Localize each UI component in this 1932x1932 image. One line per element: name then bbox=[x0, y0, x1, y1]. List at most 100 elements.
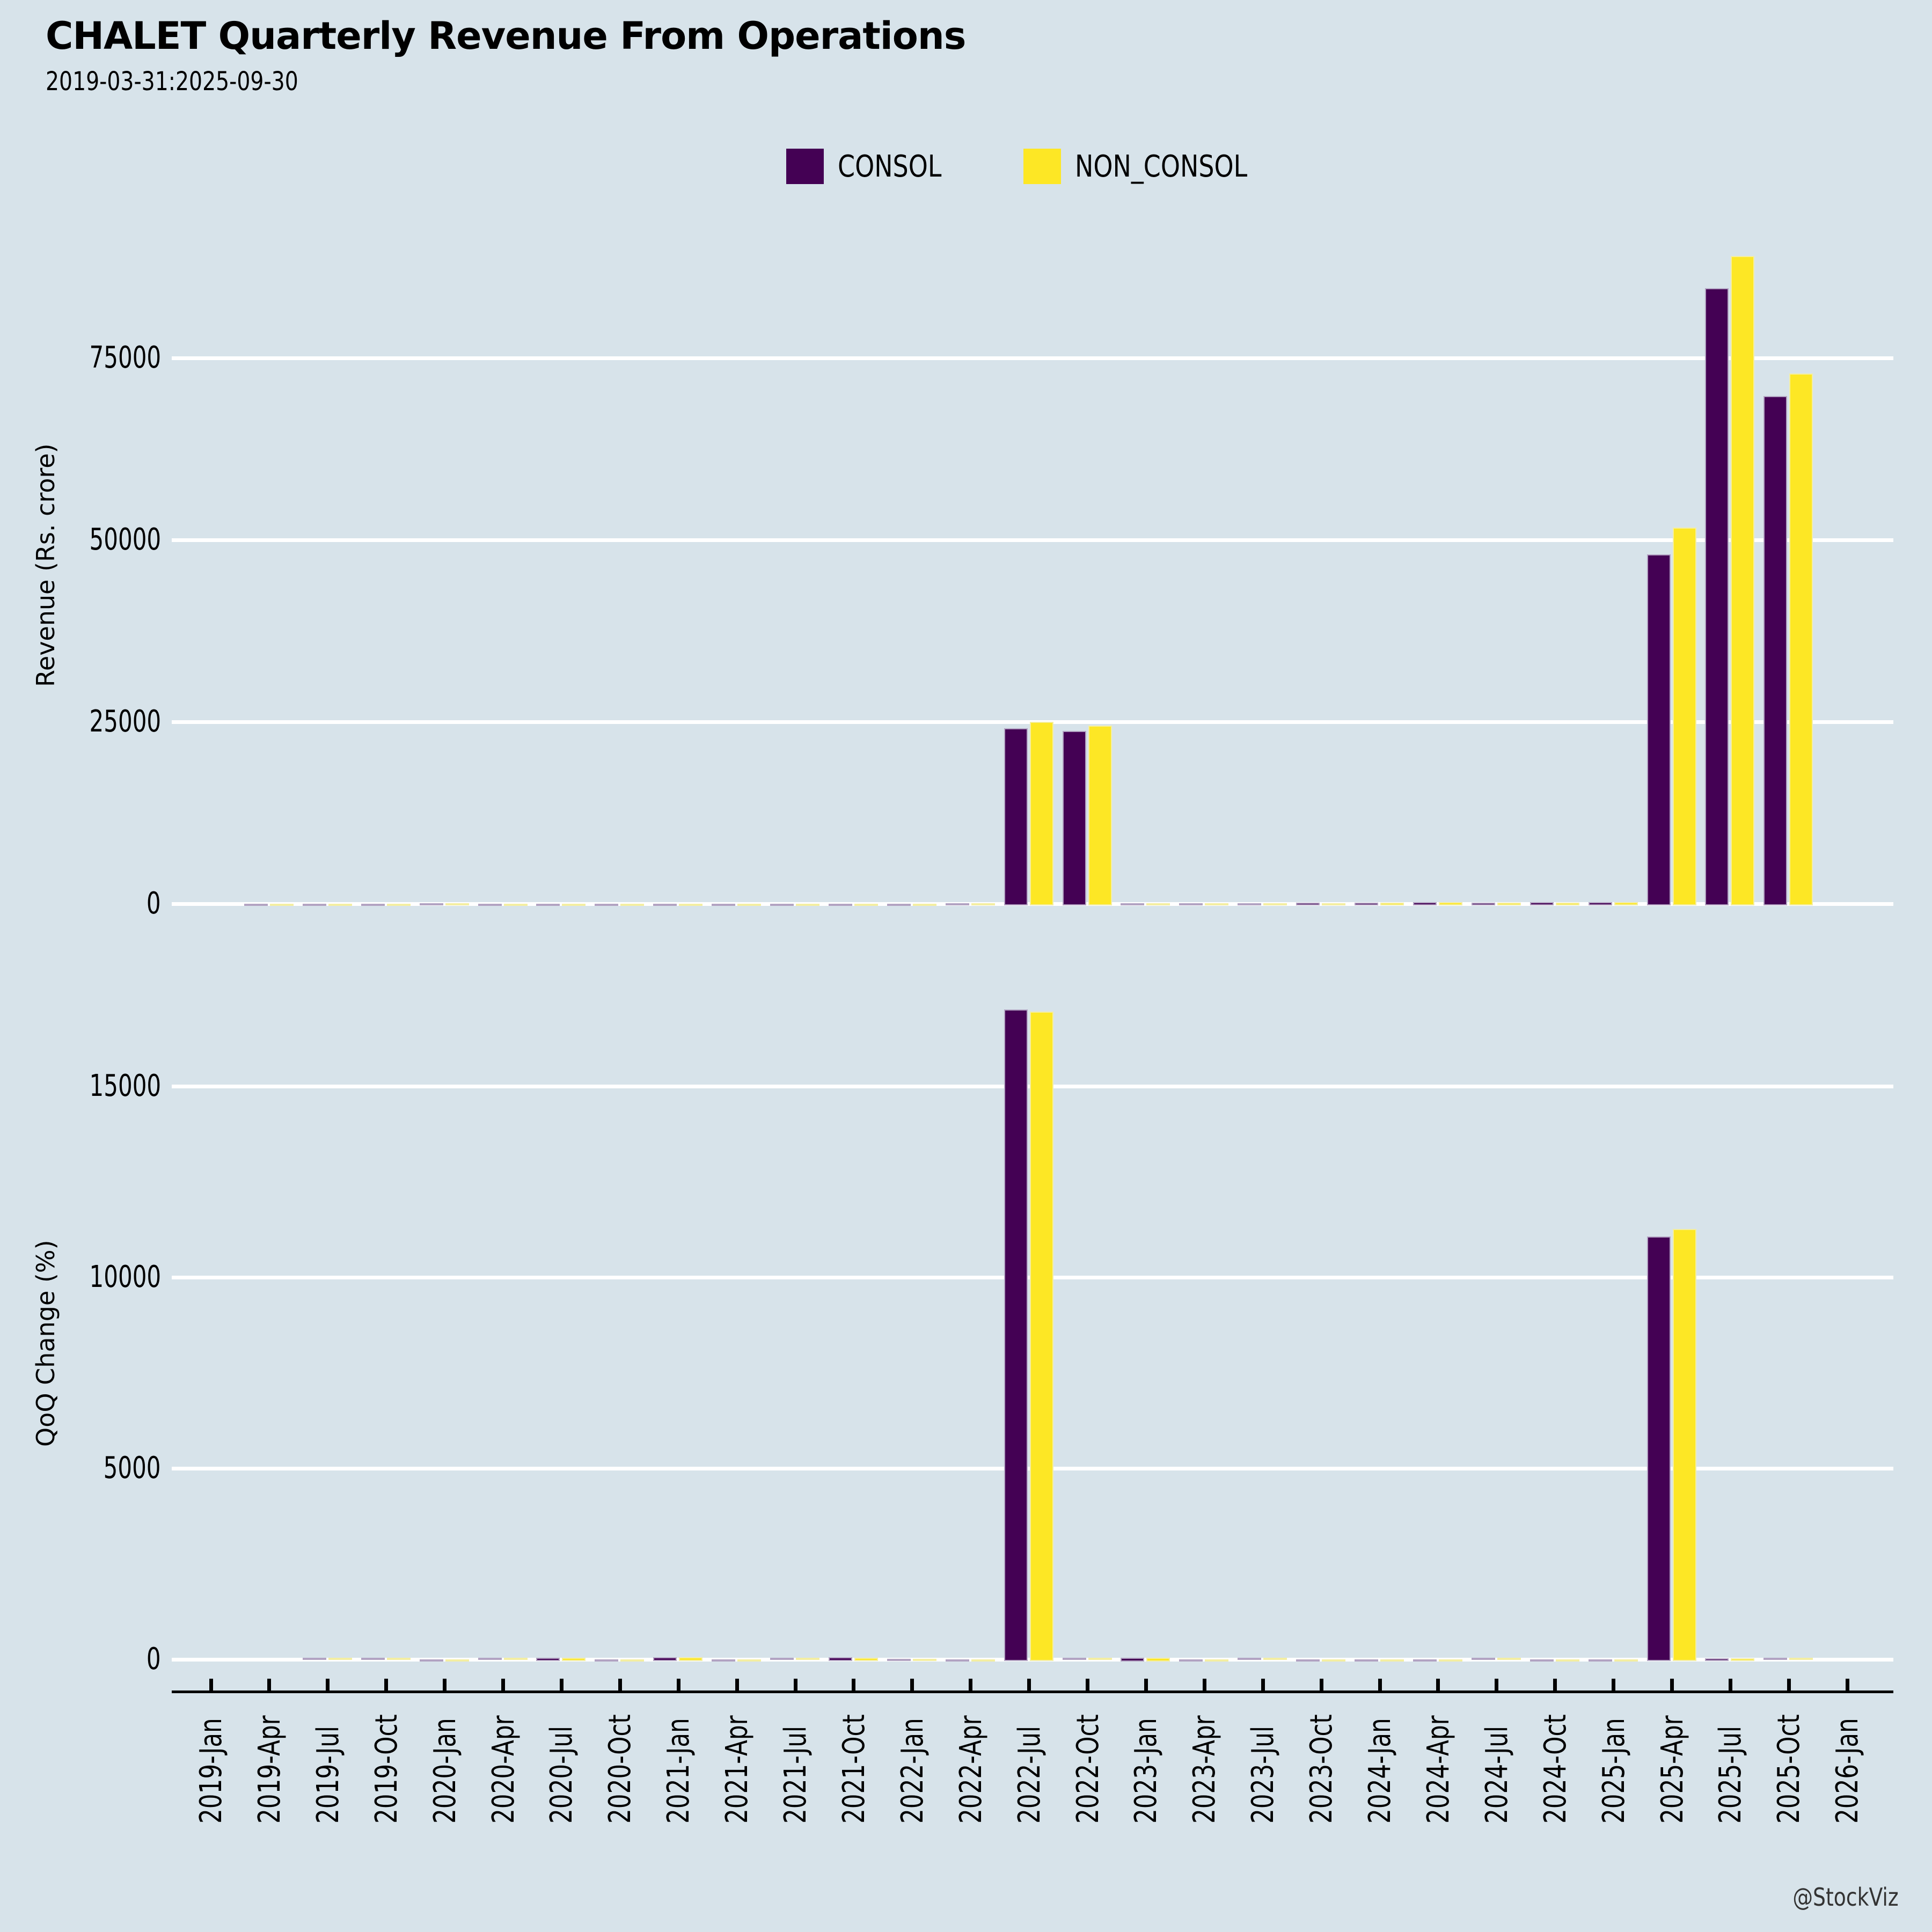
bar-qoq-non-consol-2025-09-30 bbox=[1789, 1658, 1813, 1660]
y-tick-label-text: 75000 bbox=[89, 340, 161, 375]
bar-revenue-non-consol-2024-12-31 bbox=[1614, 902, 1638, 905]
bar-qoq-non-consol-2023-12-31 bbox=[1380, 1659, 1404, 1662]
bar-revenue-consol-2019-06-30 bbox=[302, 903, 326, 906]
bar-revenue-consol-2021-03-31 bbox=[712, 904, 736, 906]
bar-revenue-non-consol-2022-06-30 bbox=[1029, 722, 1053, 905]
x-tick-label-2023-Apr: 2023-Apr bbox=[1187, 1715, 1223, 1824]
x-tick bbox=[1845, 1679, 1849, 1690]
y-tick-label-qoq: 10000 bbox=[0, 1258, 161, 1296]
x-tick-label-2019-Jul: 2019-Jul bbox=[310, 1725, 346, 1824]
bar-revenue-consol-2022-06-30 bbox=[1004, 728, 1028, 905]
x-tick bbox=[1495, 1679, 1499, 1690]
bar-revenue-consol-2024-12-31 bbox=[1588, 902, 1612, 905]
x-tick bbox=[1319, 1679, 1323, 1690]
x-tick-label-2024-Jan: 2024-Jan bbox=[1363, 1718, 1397, 1824]
bar-qoq-non-consol-2019-06-30 bbox=[328, 1658, 352, 1660]
x-tick bbox=[1086, 1679, 1089, 1690]
x-tick bbox=[384, 1679, 389, 1690]
bar-qoq-non-consol-2024-06-30 bbox=[1497, 1658, 1521, 1660]
x-tick-label-2025-Jan: 2025-Jan bbox=[1596, 1718, 1631, 1824]
bar-qoq-consol-2024-12-31 bbox=[1588, 1659, 1612, 1662]
y-tick-label-text: 50000 bbox=[89, 522, 161, 557]
x-tick-label-2023-Jan: 2023-Jan bbox=[1129, 1718, 1164, 1824]
x-tick bbox=[1378, 1679, 1382, 1690]
x-axis-line bbox=[172, 1690, 1893, 1693]
y-tick-label-qoq: 5000 bbox=[0, 1450, 161, 1487]
bar-revenue-consol-2025-09-30 bbox=[1763, 396, 1788, 905]
bar-revenue-consol-2020-12-31 bbox=[653, 904, 677, 906]
bar-qoq-consol-2021-12-31 bbox=[887, 1658, 911, 1661]
bar-qoq-consol-2022-03-31 bbox=[945, 1659, 969, 1662]
y-tick-label-qoq: 15000 bbox=[0, 1067, 161, 1105]
bar-qoq-non-consol-2021-09-30 bbox=[854, 1658, 878, 1661]
bar-qoq-consol-2021-09-30 bbox=[828, 1657, 852, 1661]
watermark: @StockViz bbox=[1792, 1883, 1899, 1912]
bar-qoq-non-consol-2021-12-31 bbox=[912, 1658, 936, 1661]
bar-revenue-non-consol-2021-03-31 bbox=[737, 904, 762, 906]
y-axis-title-revenue: Revenue (Rs. crore) bbox=[31, 443, 60, 687]
bar-qoq-consol-2020-06-30 bbox=[536, 1658, 560, 1662]
bar-revenue-non-consol-2023-06-30 bbox=[1263, 903, 1287, 905]
gridline-revenue-75000 bbox=[172, 356, 1893, 360]
bar-qoq-consol-2022-06-30 bbox=[1004, 1009, 1028, 1661]
x-tick-label-2020-Apr: 2020-Apr bbox=[486, 1715, 521, 1824]
bar-revenue-non-consol-2022-12-31 bbox=[1146, 903, 1170, 906]
bar-qoq-consol-2024-03-31 bbox=[1413, 1659, 1437, 1662]
bar-qoq-consol-2020-09-30 bbox=[595, 1659, 619, 1662]
bar-revenue-consol-2024-09-30 bbox=[1529, 902, 1554, 905]
bar-qoq-consol-2025-06-30 bbox=[1705, 1658, 1729, 1661]
y-tick-label-revenue: 50000 bbox=[0, 521, 161, 559]
x-tick-label-2019-Oct: 2019-Oct bbox=[369, 1714, 404, 1824]
bar-revenue-non-consol-2020-09-30 bbox=[620, 904, 645, 906]
bar-revenue-non-consol-2021-12-31 bbox=[912, 903, 936, 906]
bar-revenue-non-consol-2025-09-30 bbox=[1789, 373, 1813, 905]
x-tick-label-2025-Jul: 2025-Jul bbox=[1713, 1725, 1748, 1824]
bar-qoq-non-consol-2025-06-30 bbox=[1731, 1658, 1755, 1661]
bar-revenue-consol-2022-09-30 bbox=[1062, 730, 1086, 905]
bar-qoq-consol-2019-12-31 bbox=[419, 1659, 443, 1662]
bar-revenue-non-consol-2022-03-31 bbox=[971, 903, 995, 906]
legend-swatch-consol bbox=[786, 149, 824, 184]
legend-swatch-non-consol bbox=[1023, 149, 1062, 184]
x-tick bbox=[1202, 1679, 1206, 1690]
x-tick-label-2024-Apr: 2024-Apr bbox=[1421, 1715, 1456, 1824]
legend-label-non-consol: NON_CONSOL bbox=[1075, 149, 1248, 184]
bar-revenue-consol-2025-06-30 bbox=[1705, 288, 1729, 905]
bar-revenue-non-consol-2023-12-31 bbox=[1380, 903, 1404, 905]
bar-revenue-consol-2023-12-31 bbox=[1355, 902, 1378, 905]
bar-qoq-consol-2020-03-31 bbox=[478, 1658, 502, 1660]
bar-qoq-non-consol-2020-03-31 bbox=[503, 1658, 528, 1660]
x-tick bbox=[1553, 1679, 1557, 1690]
y-tick-label-revenue: 25000 bbox=[0, 703, 161, 741]
bar-qoq-consol-2019-06-30 bbox=[302, 1658, 326, 1660]
x-tick-label-2021-Oct: 2021-Oct bbox=[836, 1714, 872, 1824]
x-tick-label-2019-Jan: 2019-Jan bbox=[194, 1718, 229, 1824]
bar-revenue-non-consol-2023-09-30 bbox=[1322, 903, 1346, 905]
y-tick-label-text: 0 bbox=[147, 1642, 161, 1677]
bar-qoq-consol-2025-03-31 bbox=[1646, 1236, 1671, 1661]
bar-qoq-consol-2024-09-30 bbox=[1529, 1659, 1554, 1662]
x-tick bbox=[1612, 1679, 1616, 1690]
x-tick bbox=[676, 1679, 680, 1690]
bar-revenue-consol-2023-03-31 bbox=[1179, 903, 1203, 905]
bar-revenue-non-consol-2025-06-30 bbox=[1731, 256, 1755, 905]
bar-qoq-consol-2019-09-30 bbox=[361, 1658, 385, 1660]
bar-qoq-consol-2023-06-30 bbox=[1238, 1658, 1262, 1660]
bar-qoq-non-consol-2023-03-31 bbox=[1205, 1659, 1229, 1662]
bar-revenue-consol-2021-09-30 bbox=[828, 904, 852, 906]
x-tick bbox=[1670, 1679, 1674, 1690]
x-tick bbox=[1027, 1679, 1031, 1690]
bar-qoq-non-consol-2025-03-31 bbox=[1672, 1228, 1696, 1661]
bar-qoq-consol-2022-09-30 bbox=[1062, 1658, 1086, 1660]
bar-revenue-non-consol-2024-06-30 bbox=[1497, 902, 1521, 905]
bar-revenue-consol-2021-12-31 bbox=[887, 903, 911, 906]
bar-revenue-consol-2021-06-30 bbox=[770, 904, 794, 906]
y-tick-label-text: 5000 bbox=[104, 1451, 161, 1485]
x-tick bbox=[969, 1679, 973, 1690]
x-tick bbox=[1728, 1679, 1732, 1690]
x-tick-label-2025-Apr: 2025-Apr bbox=[1655, 1715, 1690, 1824]
bar-qoq-non-consol-2023-06-30 bbox=[1263, 1658, 1287, 1660]
x-tick-label-2023-Oct: 2023-Oct bbox=[1304, 1714, 1340, 1824]
x-tick bbox=[209, 1679, 213, 1690]
x-tick bbox=[559, 1679, 564, 1690]
